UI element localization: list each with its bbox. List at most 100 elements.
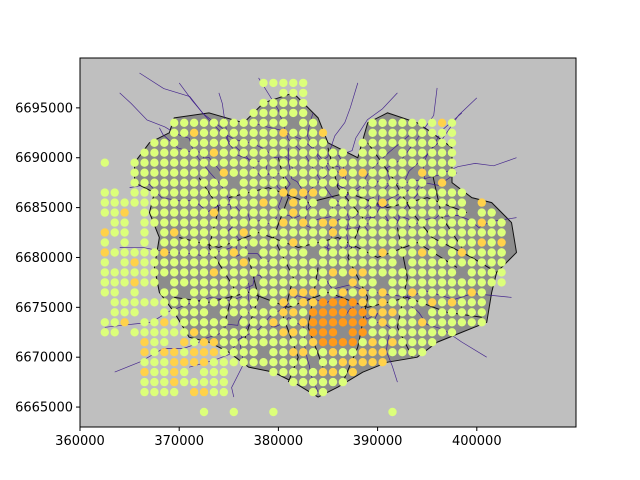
grid-point xyxy=(110,218,119,227)
grid-point xyxy=(180,328,189,337)
grid-point xyxy=(130,168,139,177)
grid-point xyxy=(447,238,457,247)
grid-point xyxy=(150,348,159,357)
grid-point xyxy=(219,118,228,128)
grid-point xyxy=(170,308,179,317)
grid-point xyxy=(358,248,367,257)
grid-point xyxy=(189,348,199,357)
grid-point xyxy=(160,358,169,367)
grid-point xyxy=(189,178,199,187)
grid-point xyxy=(259,128,268,137)
grid-point xyxy=(477,258,486,267)
grid-point xyxy=(279,367,288,377)
grid-point xyxy=(259,358,268,367)
grid-point xyxy=(229,348,238,357)
grid-point xyxy=(239,318,248,327)
grid-point xyxy=(100,238,110,247)
grid-point xyxy=(160,158,169,167)
grid-point xyxy=(398,158,407,167)
grid-point xyxy=(348,188,357,197)
grid-point xyxy=(180,348,189,357)
grid-point xyxy=(180,148,189,157)
grid-point xyxy=(189,218,199,227)
grid-point xyxy=(249,288,258,297)
grid-point xyxy=(180,298,189,307)
grid-point xyxy=(308,118,318,128)
grid-point xyxy=(199,288,209,297)
grid-point xyxy=(249,258,258,267)
grid-point xyxy=(249,238,258,247)
grid-point xyxy=(120,198,129,207)
grid-point xyxy=(269,198,278,207)
grid-point xyxy=(418,228,427,237)
grid-point xyxy=(308,328,318,337)
grid-point xyxy=(110,298,119,307)
grid-point xyxy=(170,298,179,307)
grid-point xyxy=(269,118,278,128)
grid-point xyxy=(428,188,437,197)
grid-point xyxy=(358,278,367,287)
grid-point xyxy=(299,318,308,327)
grid-point xyxy=(170,218,179,227)
grid-point xyxy=(418,348,427,357)
grid-point xyxy=(437,148,447,157)
grid-point xyxy=(189,148,199,157)
grid-point xyxy=(437,228,447,237)
grid-point xyxy=(219,238,228,247)
grid-point xyxy=(428,168,437,177)
grid-point xyxy=(437,268,447,277)
grid-point xyxy=(477,208,486,217)
grid-point xyxy=(110,228,119,237)
grid-point xyxy=(348,338,357,347)
grid-point xyxy=(239,308,248,317)
grid-point xyxy=(447,128,457,137)
grid-point xyxy=(229,238,238,247)
grid-point xyxy=(418,188,427,197)
grid-point xyxy=(209,188,219,197)
grid-points xyxy=(100,78,506,417)
grid-point xyxy=(140,387,149,397)
grid-point xyxy=(249,338,258,347)
grid-point xyxy=(209,148,219,157)
grid-point xyxy=(388,318,397,327)
grid-point xyxy=(368,258,377,267)
grid-point xyxy=(299,98,308,108)
grid-point xyxy=(199,278,209,287)
grid-point xyxy=(100,248,110,257)
grid-point xyxy=(428,248,437,257)
grid-point xyxy=(388,407,397,417)
grid-point xyxy=(388,198,397,207)
grid-point xyxy=(467,288,476,297)
grid-point xyxy=(428,258,437,267)
grid-point xyxy=(239,358,248,367)
grid-point xyxy=(318,178,328,187)
grid-point xyxy=(170,348,179,357)
grid-point xyxy=(318,387,328,397)
grid-point xyxy=(338,158,348,167)
grid-point xyxy=(259,78,268,88)
grid-point xyxy=(180,238,189,247)
grid-point xyxy=(120,208,129,217)
grid-point xyxy=(239,238,248,247)
grid-point xyxy=(358,328,367,337)
grid-point xyxy=(110,198,119,207)
grid-point xyxy=(408,218,417,227)
grid-point xyxy=(110,328,119,337)
grid-point xyxy=(219,318,228,327)
grid-point xyxy=(269,228,278,237)
grid-point xyxy=(348,328,357,337)
grid-point xyxy=(140,338,149,347)
grid-point xyxy=(348,268,357,277)
grid-point xyxy=(289,258,298,267)
grid-point xyxy=(209,228,219,237)
grid-point xyxy=(318,318,328,327)
grid-point xyxy=(249,348,258,357)
grid-point xyxy=(199,377,209,387)
grid-point xyxy=(428,318,437,327)
grid-point xyxy=(170,367,179,377)
grid-point xyxy=(100,188,110,197)
grid-point xyxy=(368,168,377,177)
grid-point xyxy=(289,348,298,357)
grid-point xyxy=(249,268,258,277)
grid-point xyxy=(199,328,209,337)
